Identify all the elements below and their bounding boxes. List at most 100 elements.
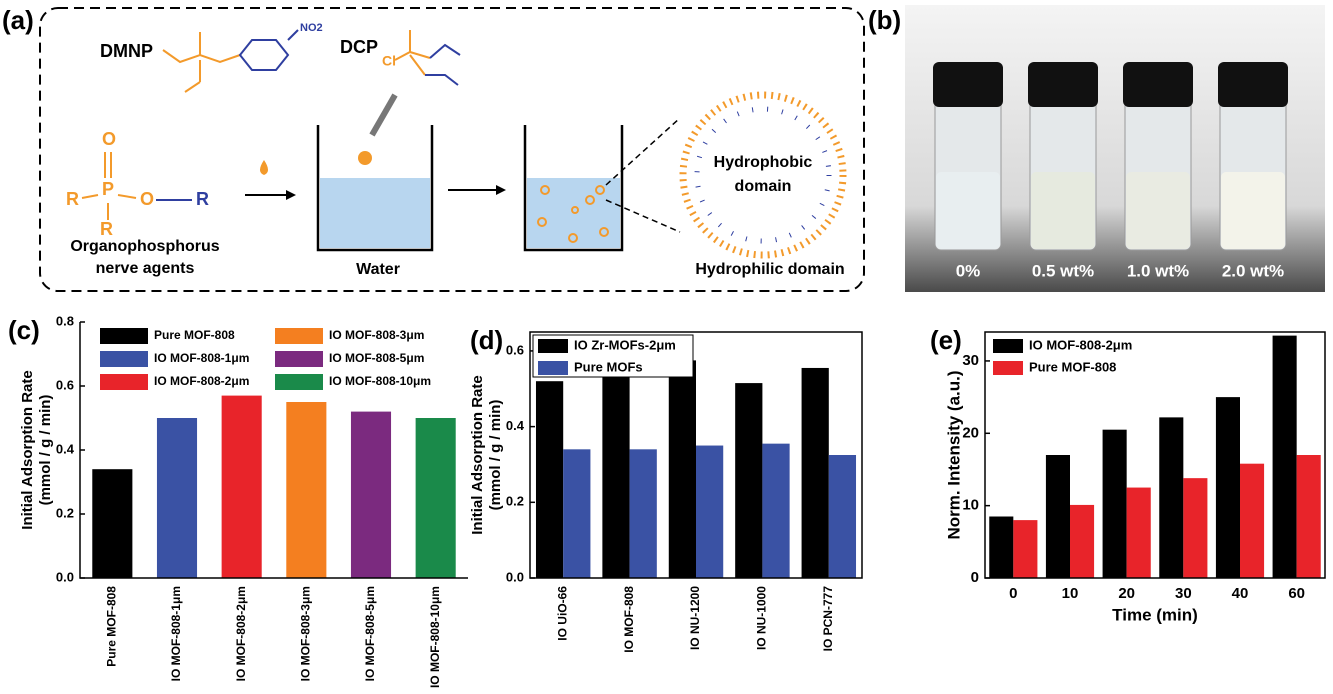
legend-label: Pure MOFs bbox=[574, 359, 643, 374]
x-tick-label: IO NU-1000 bbox=[755, 586, 769, 650]
atom: R bbox=[100, 219, 113, 239]
axes bbox=[529, 331, 863, 579]
y-tick-label: 0.2 bbox=[506, 494, 524, 509]
panel-label: (d) bbox=[470, 325, 503, 355]
vial-label: 1.0 wt% bbox=[1127, 261, 1189, 280]
y-axis-label: (mmol / g / min) bbox=[487, 400, 504, 511]
bond bbox=[287, 29, 299, 41]
panel-label: (e) bbox=[930, 325, 962, 355]
bar bbox=[602, 362, 630, 578]
bar bbox=[156, 418, 198, 578]
vial-cap bbox=[933, 62, 1003, 107]
ethyl bbox=[425, 43, 461, 86]
y-tick-label: 0.6 bbox=[506, 342, 524, 357]
legend-label: IO Zr-MOFs-2μm bbox=[574, 337, 676, 352]
bar bbox=[1013, 520, 1038, 578]
panel-label: (a) bbox=[2, 5, 34, 35]
bar bbox=[92, 469, 133, 578]
hydrophilic-label: Hydrophilic domain bbox=[695, 261, 844, 278]
droplet bbox=[358, 151, 372, 165]
ring bbox=[238, 39, 290, 71]
vial-cap bbox=[1028, 62, 1098, 107]
bar bbox=[668, 360, 696, 578]
beaker bbox=[316, 125, 434, 252]
x-tick-label: 30 bbox=[1175, 585, 1192, 602]
bar bbox=[1215, 397, 1240, 578]
bar bbox=[535, 381, 564, 578]
y-tick-label: 0.8 bbox=[56, 313, 74, 328]
y-tick-label: 0 bbox=[971, 569, 979, 586]
micelle bbox=[679, 91, 847, 259]
legend-swatch bbox=[100, 351, 148, 367]
legend-label: IO MOF-808-10μm bbox=[329, 374, 431, 388]
dcp-structure bbox=[394, 30, 431, 76]
bar bbox=[1183, 478, 1208, 578]
y-axis-label: Initial Adsorption Rate bbox=[469, 375, 486, 534]
x-tick-label: IO UiO-66 bbox=[555, 586, 569, 641]
x-tick-label: IO MOF-808 bbox=[622, 586, 636, 653]
legend-swatch bbox=[538, 361, 568, 375]
bar bbox=[1159, 417, 1184, 578]
legend-label: IO MOF-808-3μm bbox=[329, 328, 424, 342]
legend-label: IO MOF-808-5μm bbox=[329, 351, 424, 365]
frame bbox=[39, 7, 865, 292]
bar bbox=[762, 443, 790, 578]
bar bbox=[1126, 487, 1151, 578]
legend-label: IO MOF-808-1μm bbox=[154, 351, 249, 365]
panel-b: (b) 0% 0.5 wt% 1.0 wt% 2.0 wt% bbox=[868, 5, 1325, 292]
droplet bbox=[260, 160, 268, 175]
vial-liquid bbox=[1031, 172, 1095, 249]
panel-label: (b) bbox=[868, 5, 901, 35]
x-tick-label: 40 bbox=[1232, 585, 1249, 602]
x-tick-label: 20 bbox=[1118, 585, 1135, 602]
y-tick-label: 0.2 bbox=[56, 505, 74, 520]
nitro: NO2 bbox=[300, 22, 323, 34]
legend-label: Pure MOF-808 bbox=[154, 328, 235, 342]
bar bbox=[1272, 335, 1297, 578]
x-tick-label: Pure MOF-808 bbox=[105, 586, 119, 667]
hydrophobic-label: domain bbox=[735, 178, 792, 195]
x-tick-label: IO MOF-808-3μm bbox=[299, 586, 313, 681]
vial-label: 0% bbox=[956, 261, 981, 280]
y-tick-label: 0.0 bbox=[56, 569, 74, 584]
atom: R bbox=[196, 189, 209, 209]
legend-swatch bbox=[275, 374, 323, 390]
bar bbox=[1070, 504, 1095, 578]
vial-label: 2.0 wt% bbox=[1222, 261, 1284, 280]
legend-label: Pure MOF-808 bbox=[1029, 359, 1116, 374]
legend-swatch bbox=[100, 374, 148, 390]
panel-label: (c) bbox=[8, 315, 40, 345]
legend-swatch bbox=[993, 339, 1023, 353]
bar bbox=[1045, 455, 1070, 578]
arrow-head bbox=[286, 190, 296, 200]
bar bbox=[629, 449, 657, 578]
chlorine: Cl bbox=[382, 53, 396, 69]
atom: O bbox=[140, 189, 154, 209]
x-tick-label: 60 bbox=[1288, 585, 1305, 602]
droplets bbox=[537, 185, 609, 243]
legend-swatch bbox=[100, 328, 148, 344]
x-tick-label: 10 bbox=[1062, 585, 1079, 602]
x-tick-label: IO MOF-808-2μm bbox=[234, 586, 248, 681]
axes bbox=[79, 322, 468, 579]
bar bbox=[286, 402, 327, 578]
y-tick-label: 30 bbox=[962, 352, 979, 369]
vial-liquid bbox=[1126, 172, 1190, 249]
x-tick-label: IO MOF-808-10μm bbox=[428, 586, 442, 688]
legend-swatch bbox=[993, 361, 1023, 375]
y-axis-label: (mmol / g / min) bbox=[37, 395, 54, 506]
vial-label: 0.5 wt% bbox=[1032, 261, 1094, 280]
x-tick-label: IO NU-1200 bbox=[688, 586, 702, 650]
vial-liquid bbox=[936, 172, 1000, 249]
agents-label: Organophosphorus bbox=[70, 238, 219, 255]
bar bbox=[735, 383, 763, 578]
bar bbox=[1240, 463, 1265, 578]
water bbox=[320, 178, 430, 248]
bar bbox=[563, 449, 591, 578]
y-tick-label: 0.6 bbox=[56, 377, 74, 392]
panel-a: (a) DMNP NO2 DCP Cl O P O R R R Organoph… bbox=[2, 5, 865, 292]
water-label: Water bbox=[356, 261, 400, 278]
y-tick-label: 0.4 bbox=[506, 418, 525, 433]
y-tick-label: 0.4 bbox=[56, 441, 75, 456]
